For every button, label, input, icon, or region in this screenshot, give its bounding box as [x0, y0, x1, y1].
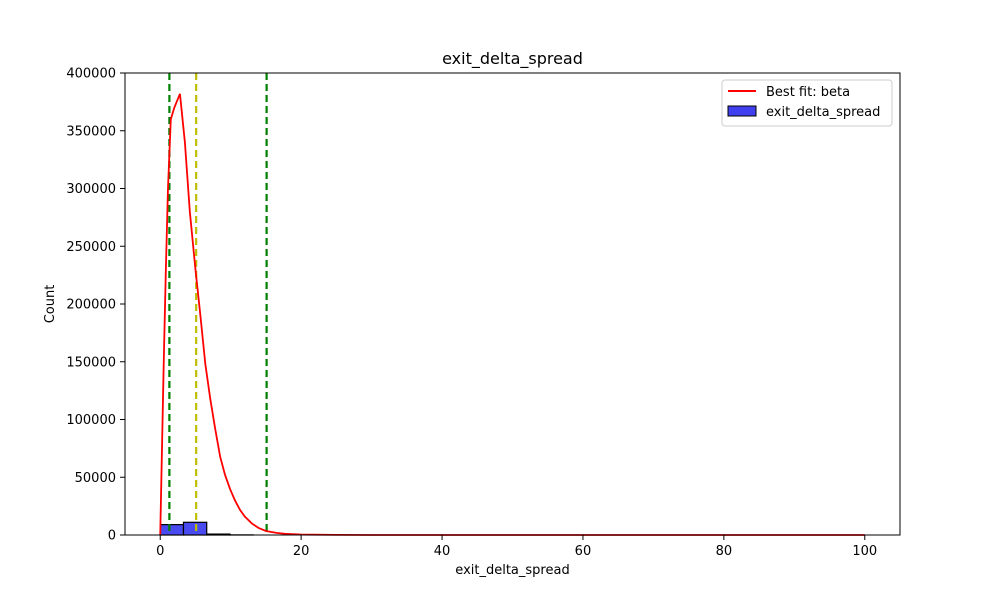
- y-tick-label: 200000: [66, 298, 116, 313]
- y-tick-label: 150000: [66, 355, 116, 370]
- y-tick-label: 100000: [66, 413, 116, 428]
- x-tick-label: 60: [575, 544, 592, 559]
- chart-title: exit_delta_spread: [442, 49, 583, 69]
- y-tick-label: 250000: [66, 240, 116, 255]
- legend-entry-fit: Best fit: beta: [766, 85, 850, 100]
- y-tick-label: 400000: [66, 67, 116, 82]
- legend: Best fit: beta exit_delta_spread: [721, 79, 893, 127]
- x-axis-label: exit_delta_spread: [455, 563, 569, 578]
- histogram-bar: [159, 524, 185, 536]
- legend-entry-bars: exit_delta_spread: [766, 105, 880, 120]
- x-tick-label: 80: [716, 544, 733, 559]
- y-axis-ticks: 0 50000 100000 150000 200000 250000 300000 3500…: [66, 67, 125, 544]
- legend-bar-swatch: [727, 105, 757, 117]
- x-axis-ticks: 0 20 40 60 80 100: [156, 535, 877, 559]
- fit-line: [159, 93, 865, 536]
- x-tick-label: 20: [293, 544, 310, 559]
- y-tick-label: 50000: [75, 471, 116, 486]
- y-tick-label: 0: [108, 529, 116, 544]
- y-tick-label: 350000: [66, 124, 116, 139]
- y-axis-label: Count: [43, 285, 58, 324]
- x-tick-label: 40: [434, 544, 451, 559]
- legend-box: [721, 79, 893, 127]
- chart-marks: [159, 73, 865, 536]
- plot-frame: [124, 72, 901, 536]
- x-tick-label: 0: [156, 544, 164, 559]
- y-tick-label: 300000: [66, 182, 116, 197]
- x-tick-label: 100: [852, 544, 877, 559]
